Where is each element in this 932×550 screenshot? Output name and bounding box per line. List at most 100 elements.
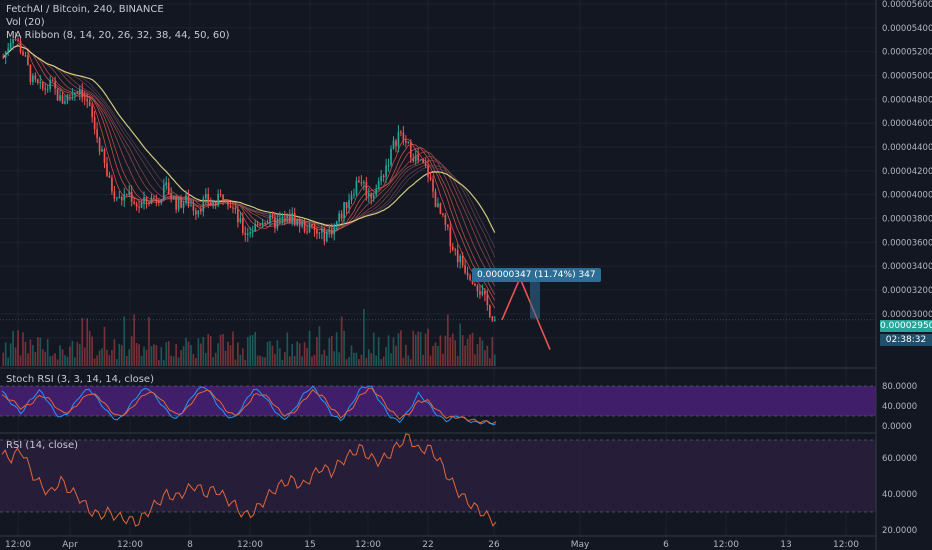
candle-body [239,218,242,223]
candle-body [182,202,185,208]
volume-bar [481,340,484,366]
volume-bar [447,314,449,366]
volume-bar [227,341,229,366]
volume-bar [380,359,382,366]
volume-bar [101,348,103,366]
candle-body [101,149,103,152]
candle-body [177,197,180,210]
candle-body [204,194,207,199]
ma-ribbon-legend[interactable]: MA Ribbon (8, 14, 20, 26, 32, 38, 44, 50… [6,30,230,41]
volume-bar [106,349,108,366]
volume-bar [449,337,452,366]
candle-body [377,181,380,189]
volume-bar [358,359,360,366]
candle-body [237,208,239,223]
volume-bar [288,356,291,366]
candle-body [363,182,365,184]
candle-body [4,51,7,58]
candle-body [269,215,271,223]
price-tick-label: 0.00005200 [882,48,932,58]
volume-bar [311,356,313,366]
time-tick-label: Apr [62,540,78,550]
volume-bar [335,332,338,366]
volume-bar [251,334,254,366]
volume-bar [318,326,321,366]
candle-body [395,140,397,147]
candle-body [34,75,37,80]
candle-body [343,202,345,219]
volume-bar [76,341,79,366]
volume-bar [306,347,308,366]
volume-bar [293,355,296,366]
candle-body [185,195,187,203]
candle-body [454,249,457,251]
vol-legend[interactable]: Vol (20) [6,17,45,28]
candle-body [335,221,338,225]
candle-body [69,94,71,96]
candle-body [81,89,84,98]
ma-ribbon-line [2,45,496,249]
volume-bar [172,356,175,366]
volume-bar [395,345,397,366]
measure-box [530,276,540,319]
volume-bar [444,335,447,366]
price-tick-label: 0.00005600 [882,0,932,10]
volume-bar [153,344,155,366]
volume-bar [439,335,442,366]
candle-body [301,221,303,227]
candle-body [209,203,212,205]
main-legend[interactable]: FetchAI / Bitcoin, 240, BINANCE [6,4,164,15]
candle-body [222,194,224,200]
candle-body [244,232,247,235]
volume-bar [108,355,111,366]
volume-bar [36,337,39,366]
volume-bar [162,359,165,366]
candle-body [74,92,76,95]
candle-body [111,177,113,192]
candle-body [106,162,108,176]
candle-body [46,88,49,90]
volume-bar [19,355,22,366]
volume-bar [303,342,306,366]
volume-bar [397,333,400,366]
stoch-rsi-legend[interactable]: Stoch RSI (3, 3, 14, 14, close) [6,374,154,385]
volume-bar [150,346,153,366]
candle-body [264,222,266,224]
candle-body [158,201,160,204]
candle-body [429,177,432,180]
volume-bar [212,357,215,366]
candle-body [246,233,249,235]
time-tick-label: 12:00 [833,540,859,550]
candle-body [29,64,32,82]
candle-body [49,80,51,89]
candle-body [385,165,387,177]
candle-body [447,224,449,227]
time-tick-label: 12:00 [117,540,143,550]
candle-body [217,193,219,206]
price-tick-label: 0.00004400 [882,143,932,153]
candles [2,32,496,323]
candle-body [271,215,274,218]
candle-body [283,217,286,219]
volume-bar [123,316,126,366]
volume-bar [264,357,266,366]
volume-bar [372,332,375,366]
volume-bar [217,343,219,366]
candle-body [108,175,111,178]
volume-bar [158,359,160,366]
volume-bar [170,355,173,366]
volume-bar [32,345,34,366]
rsi-legend[interactable]: RSI (14, close) [6,440,79,451]
measure-label: 0.00000347 (11.74%) 347 [472,268,601,282]
candle-body [118,196,121,199]
candle-body [323,229,326,242]
candle-body [22,51,24,56]
oscillator-tick-label: 40.0000 [882,490,917,500]
volume-bar [343,330,345,366]
volume-bar [456,355,459,366]
volume-bar [128,349,131,366]
volume-bar [39,337,42,366]
volume-bar [98,350,101,366]
volume-bar [370,353,373,366]
